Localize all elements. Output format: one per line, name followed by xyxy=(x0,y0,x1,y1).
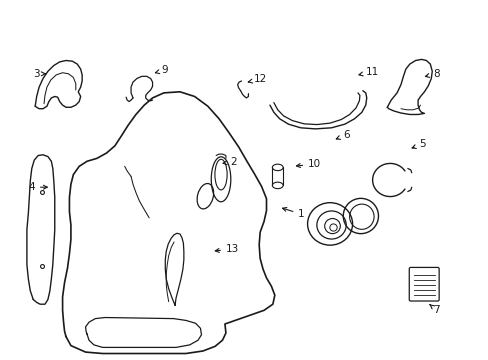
Text: 10: 10 xyxy=(296,159,321,169)
Text: 8: 8 xyxy=(425,69,439,79)
Text: 1: 1 xyxy=(282,207,305,219)
Text: 11: 11 xyxy=(358,67,378,77)
Text: 7: 7 xyxy=(429,305,439,315)
Text: 12: 12 xyxy=(248,74,267,84)
Text: 4: 4 xyxy=(28,182,47,192)
Text: 13: 13 xyxy=(215,244,239,254)
Text: 2: 2 xyxy=(223,157,236,167)
Text: 5: 5 xyxy=(411,139,426,149)
Text: 9: 9 xyxy=(155,65,168,75)
Text: 3: 3 xyxy=(33,69,45,79)
Text: 6: 6 xyxy=(336,130,349,140)
